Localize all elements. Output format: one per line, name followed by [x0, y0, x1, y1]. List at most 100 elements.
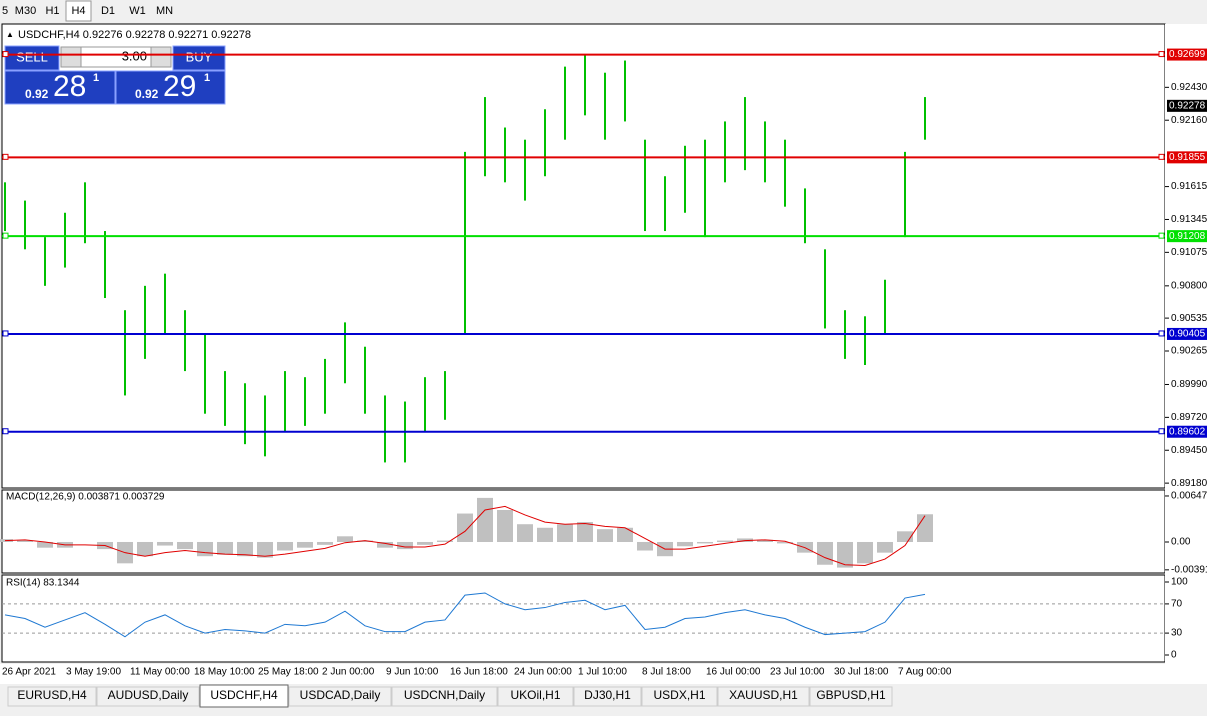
macd-bar	[197, 541, 213, 557]
tab[interactable]	[391, 686, 498, 707]
level-handle	[2, 428, 9, 435]
tab-label[interactable]: AUDUSD,Daily	[108, 688, 189, 702]
macd-bar	[557, 524, 573, 542]
tab-label[interactable]: EURUSD,H4	[17, 688, 87, 702]
macd-bar	[677, 541, 693, 547]
macd-bar	[337, 536, 353, 542]
macd-bar	[437, 540, 453, 542]
bid-prefix: 0.92	[25, 87, 49, 101]
level-label-bg	[1167, 151, 1207, 164]
timeframe-button[interactable]: M30	[15, 5, 36, 17]
x-tick-label: 8 Jul 18:00	[642, 667, 691, 678]
level-handle	[1158, 330, 1165, 337]
lot-value[interactable]: 3.00	[122, 48, 147, 63]
y-tick-label: 30	[1171, 628, 1183, 639]
macd-bar	[817, 541, 833, 565]
macd-bar	[697, 541, 713, 544]
ask-box[interactable]	[115, 70, 226, 105]
timeframe-button[interactable]: D1	[101, 5, 115, 17]
y-tick-label: 0.90535	[1171, 313, 1207, 324]
tab-label[interactable]: USDCNH,Daily	[404, 688, 485, 702]
y-tick-label: 0	[1171, 650, 1177, 661]
tab-label[interactable]: DJ30,H1	[584, 688, 631, 702]
tab[interactable]	[809, 686, 893, 707]
y-tick-label: 0.89450	[1171, 445, 1207, 456]
rsi-line	[4, 592, 926, 638]
tab-label[interactable]: XAUUSD,H1	[729, 688, 798, 702]
macd-bar	[637, 541, 653, 551]
macd-bar	[397, 541, 413, 550]
timeframe-button[interactable]: W1	[129, 5, 146, 17]
sell-button[interactable]	[4, 45, 60, 71]
y-tick-label: 0.91615	[1171, 181, 1207, 192]
x-tick-label: 16 Jul 00:00	[706, 667, 761, 678]
tab[interactable]	[96, 686, 200, 707]
macd-bar	[237, 541, 253, 557]
y-tick-label: 0.90800	[1171, 280, 1207, 291]
timeframe-button[interactable]: H1	[45, 5, 59, 17]
tab[interactable]	[717, 686, 810, 707]
macd-bar	[877, 541, 893, 553]
x-tick-label: 24 Jun 00:00	[514, 667, 572, 678]
macd-bar	[477, 497, 493, 542]
macd-bar	[897, 531, 913, 542]
tab[interactable]	[497, 686, 574, 707]
macd-bar	[157, 541, 173, 546]
ask-big: 29	[163, 70, 196, 103]
level-handle	[2, 232, 9, 239]
price-scale	[1165, 24, 1207, 664]
sell-label[interactable]: SELL	[16, 49, 48, 64]
bid-box[interactable]	[4, 70, 116, 105]
collapse-arrow[interactable]: ▲	[6, 30, 14, 39]
x-tick-label: 9 Jun 10:00	[386, 667, 439, 678]
timeframe-button[interactable]: MN	[156, 5, 173, 17]
macd-bar	[37, 541, 53, 548]
tab[interactable]	[573, 686, 642, 707]
level-label-bg	[1167, 48, 1207, 61]
x-tick-label: 2 Jun 00:00	[322, 667, 375, 678]
tab-label[interactable]: USDCHF,H4	[210, 688, 278, 702]
macd-bar	[517, 524, 533, 542]
x-tick-label: 16 Jun 18:00	[450, 667, 508, 678]
timeframe-button[interactable]: H4	[71, 5, 85, 17]
buy-button[interactable]	[172, 45, 226, 71]
tab-label[interactable]: GBPUSD,H1	[816, 688, 886, 702]
level-handle	[1158, 428, 1165, 435]
lot-down[interactable]	[60, 46, 82, 68]
macd-bar	[417, 541, 433, 545]
level-handle	[1158, 232, 1165, 239]
macd-bar	[357, 540, 373, 542]
tab[interactable]	[7, 686, 97, 707]
y-tick-label: 0.92160	[1171, 115, 1207, 126]
level-label-bg	[1167, 230, 1207, 243]
macd-bar	[917, 514, 933, 542]
macd-bar	[297, 541, 313, 548]
macd-bar	[457, 513, 473, 542]
timeframe-button[interactable]: 5	[2, 5, 8, 17]
lot-up[interactable]	[150, 46, 172, 68]
macd-bar	[857, 541, 873, 564]
macd-bar	[537, 527, 553, 542]
trade-panel: SELL 3.00 BUY 0.92 28 1 0.92 29 1	[4, 45, 226, 105]
x-tick-label: 18 May 10:00	[194, 667, 255, 678]
ask-prefix: 0.92	[135, 87, 159, 101]
tab[interactable]	[288, 686, 392, 707]
macd-bar	[497, 509, 513, 542]
macd-bar	[837, 541, 853, 568]
macd-bar	[177, 541, 193, 550]
tab[interactable]	[199, 684, 289, 708]
level-handle	[1158, 51, 1165, 58]
y-tick-label: 0.00	[1171, 537, 1191, 548]
macd-bar	[577, 522, 593, 542]
macd-bar	[217, 541, 233, 555]
tab[interactable]	[641, 686, 718, 707]
buy-label[interactable]: BUY	[186, 49, 213, 64]
macd-bar	[17, 540, 33, 542]
level-label: 0.89602	[1169, 426, 1206, 437]
symbol-info: USDCHF,H4 0.92276 0.92278 0.92271 0.9227…	[18, 29, 251, 41]
tab-label[interactable]: USDCAD,Daily	[300, 688, 381, 702]
macd-bar	[257, 541, 273, 558]
tab-label[interactable]: USDX,H1	[653, 688, 705, 702]
tab-label[interactable]: UKOil,H1	[510, 688, 560, 702]
y-tick-label: 100	[1171, 577, 1188, 588]
